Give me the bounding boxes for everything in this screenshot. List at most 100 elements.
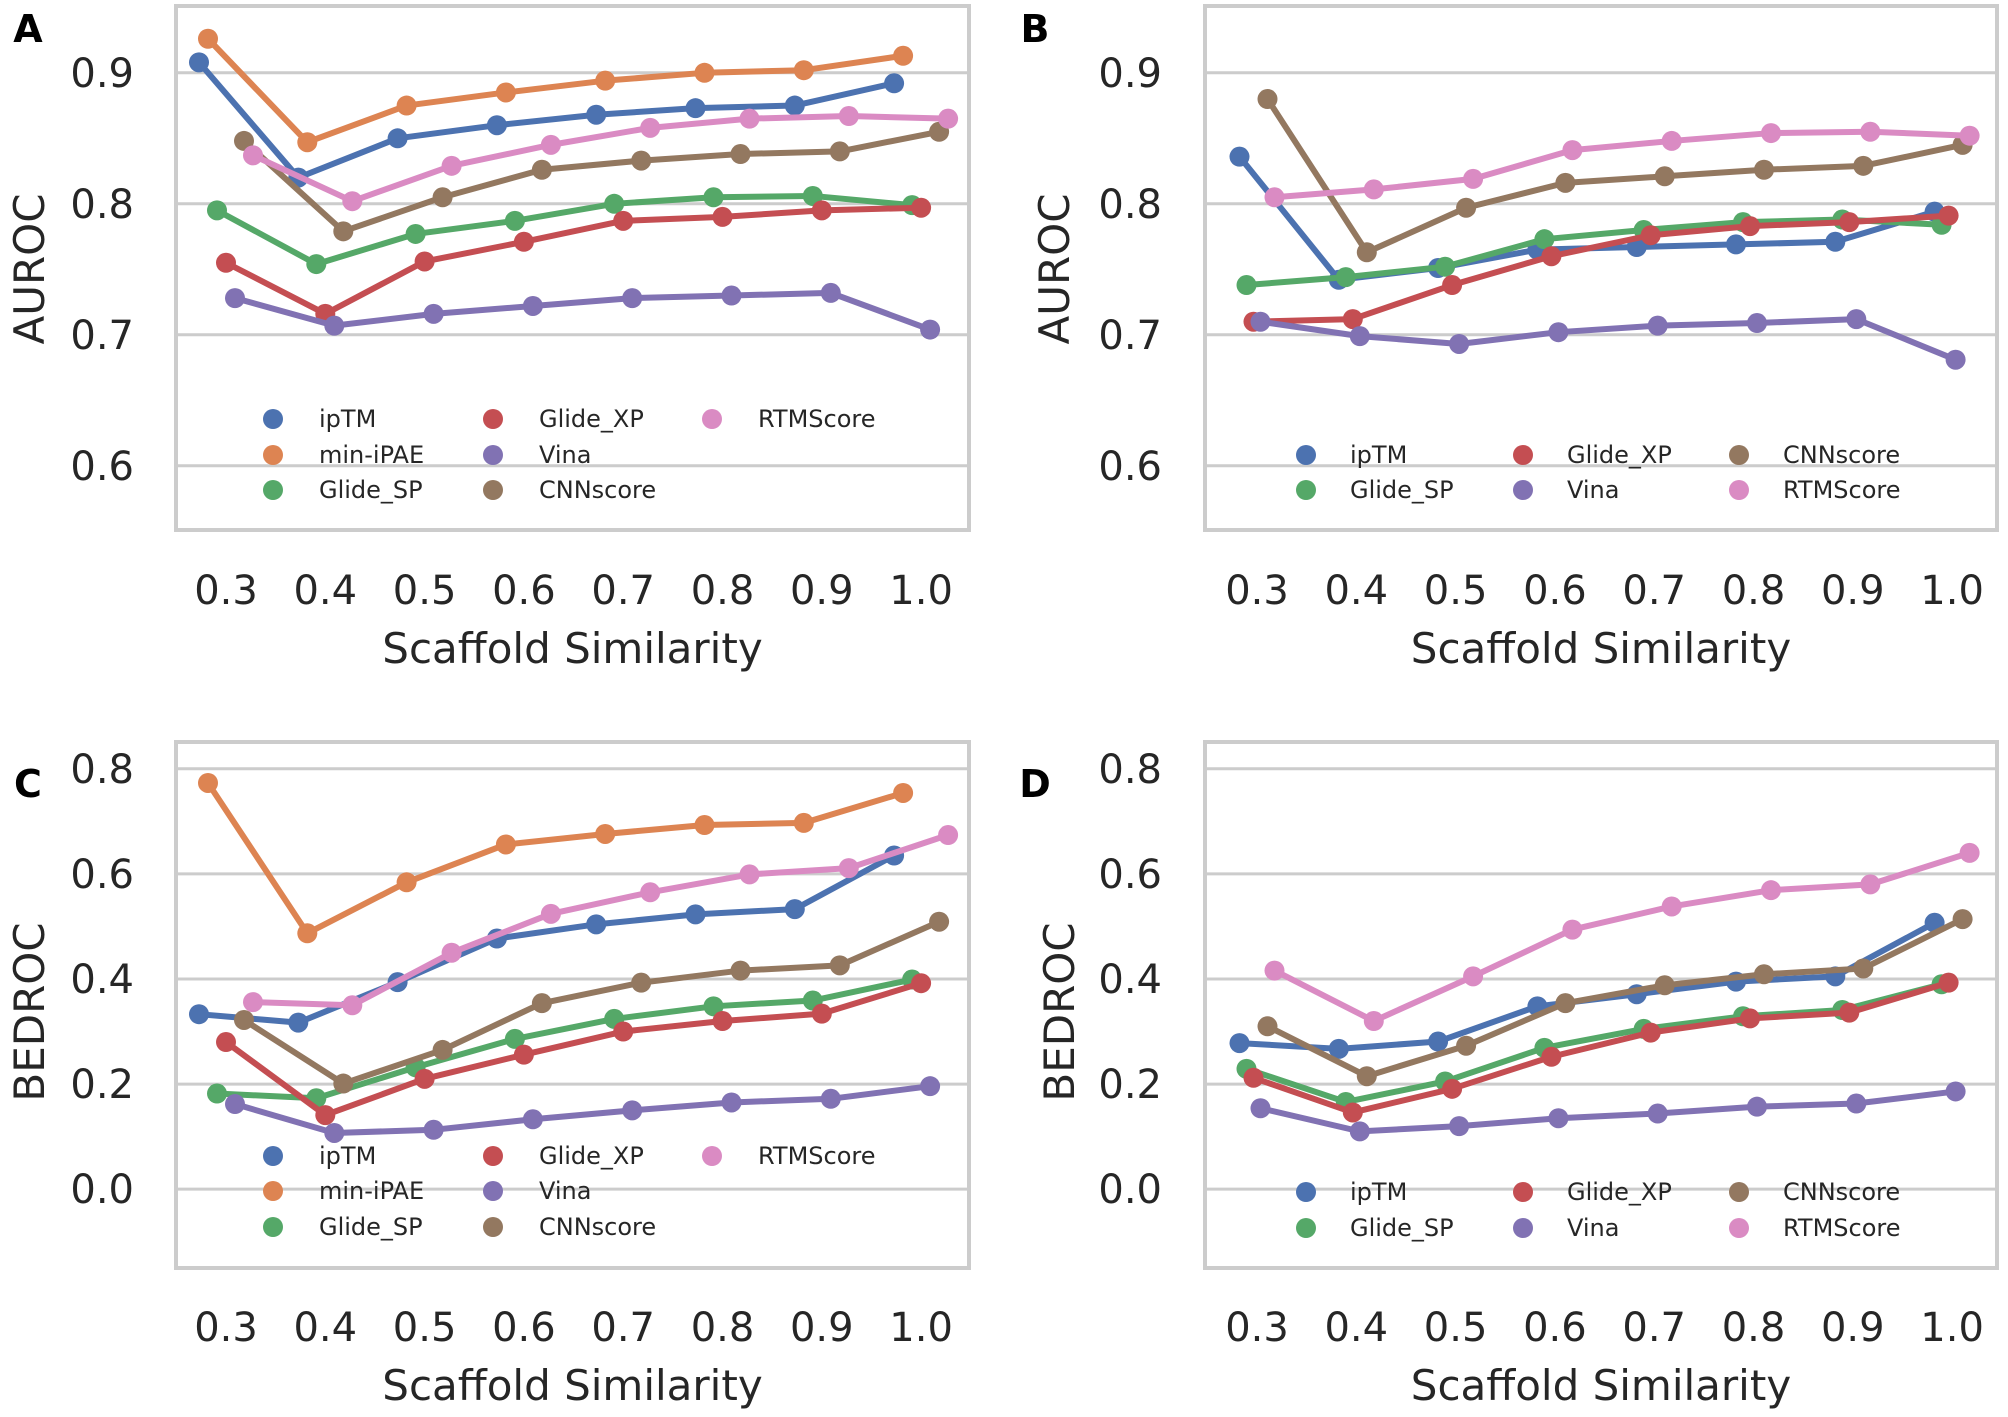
data-point-rtmscore bbox=[1363, 179, 1384, 200]
series-line-min-ipae bbox=[205, 35, 907, 146]
data-point-glide-sp bbox=[1335, 267, 1356, 288]
x-tick-label: 0.7 bbox=[591, 1305, 655, 1351]
legend: ipTM min-iPAE Glide_SP Glide_XP Vina CNNscore… bbox=[263, 405, 876, 504]
data-point-glide-sp bbox=[405, 223, 426, 244]
y-tick-label: 0.4 bbox=[1098, 957, 1162, 1003]
data-point-rtmscore bbox=[1661, 896, 1682, 917]
gridlines bbox=[176, 71, 969, 468]
x-axis-title: Scaffold Similarity bbox=[1411, 624, 1791, 673]
data-point-glide-xp bbox=[414, 251, 435, 272]
data-point-min-ipae bbox=[694, 62, 715, 83]
series-line-min-ipae bbox=[205, 779, 907, 937]
data-point-min-ipae bbox=[694, 815, 715, 836]
series-vina bbox=[225, 1076, 941, 1143]
data-point-min-ipae bbox=[495, 834, 516, 855]
legend-marker bbox=[483, 1217, 503, 1237]
legend-label: Glide_XP bbox=[539, 1142, 644, 1170]
series-cnnscore bbox=[1257, 909, 1973, 1087]
data-point-glide-xp bbox=[1839, 212, 1860, 233]
data-point-cnnscore bbox=[1555, 172, 1576, 193]
legend-label: CNNscore bbox=[539, 1213, 656, 1241]
data-point-rtmscore bbox=[1562, 140, 1583, 161]
series-line-rtmscore bbox=[1271, 128, 1973, 201]
legend-marker bbox=[1296, 1182, 1316, 1202]
data-point-glide-sp bbox=[207, 200, 227, 221]
data-point-rtmscore bbox=[1264, 187, 1285, 208]
data-point-glide-sp bbox=[802, 185, 823, 206]
data-point-min-ipae bbox=[893, 782, 914, 803]
data-point-vina bbox=[622, 288, 643, 309]
data-point-cnnscore bbox=[432, 187, 453, 208]
data-point-cnnscore bbox=[1853, 958, 1874, 979]
series-iptm bbox=[189, 845, 905, 1033]
legend-item-glide-xp: Glide_XP bbox=[1513, 441, 1672, 469]
data-point-iptm bbox=[189, 1004, 209, 1025]
data-point-glide-xp bbox=[1342, 309, 1363, 330]
legend-label: Vina bbox=[539, 1177, 591, 1205]
legend-marker bbox=[1513, 480, 1533, 500]
data-point-min-ipae bbox=[297, 132, 318, 153]
series-line-glide-sp bbox=[1243, 216, 1945, 289]
data-point-cnnscore bbox=[730, 144, 751, 165]
data-point-iptm bbox=[1825, 231, 1846, 252]
data-point-glide-sp bbox=[306, 254, 327, 275]
data-point-cnnscore bbox=[333, 221, 354, 242]
data-point-vina bbox=[324, 1122, 345, 1143]
x-tick-label: 0.4 bbox=[293, 1305, 357, 1351]
data-point-rtmscore bbox=[1761, 123, 1781, 144]
data-point-rtmscore bbox=[938, 825, 959, 846]
series-glide-xp bbox=[216, 973, 932, 1126]
y-tick-label: 0.8 bbox=[1098, 747, 1162, 793]
legend-label: RTMScore bbox=[758, 405, 876, 433]
x-axis-title: Scaffold Similarity bbox=[382, 1361, 762, 1410]
y-tick-label: 0.0 bbox=[1098, 1167, 1162, 1213]
legend-item-glide-sp: Glide_SP bbox=[1296, 476, 1454, 504]
y-axis-title: AUROC bbox=[1030, 193, 1079, 344]
legend-label: CNNscore bbox=[539, 476, 656, 504]
axes-frame bbox=[174, 740, 971, 1270]
data-point-min-ipae bbox=[297, 923, 318, 944]
legend-item-rtmscore: RTMScore bbox=[702, 1142, 876, 1170]
data-point-iptm bbox=[1229, 146, 1250, 167]
data-point-min-ipae bbox=[595, 70, 616, 91]
data-point-min-ipae bbox=[793, 60, 814, 81]
x-tick-label: 0.3 bbox=[194, 1305, 258, 1351]
data-point-iptm bbox=[784, 899, 805, 920]
data-point-vina bbox=[225, 1094, 245, 1115]
data-point-vina bbox=[1747, 313, 1767, 334]
data-point-glide-xp bbox=[513, 231, 534, 252]
data-point-rtmscore bbox=[640, 117, 661, 138]
legend-label: Vina bbox=[539, 441, 591, 469]
data-point-glide-sp bbox=[703, 187, 724, 208]
series-line-iptm bbox=[196, 852, 898, 1026]
series-line-rtmscore bbox=[1271, 849, 1973, 1025]
gridlines bbox=[1205, 767, 1997, 1191]
data-point-vina bbox=[1846, 309, 1867, 330]
y-tick-label: 0.6 bbox=[1098, 852, 1162, 898]
series-vina bbox=[225, 282, 941, 340]
data-point-vina bbox=[1250, 311, 1271, 332]
data-point-glide-xp bbox=[513, 1044, 534, 1065]
data-point-glide-xp bbox=[1839, 1002, 1860, 1023]
data-point-cnnscore bbox=[531, 159, 552, 180]
axes-frame bbox=[1203, 740, 1999, 1270]
data-point-vina bbox=[1647, 1103, 1668, 1124]
data-point-cnnscore bbox=[1654, 975, 1675, 996]
legend-item-min-ipae: min-iPAE bbox=[263, 441, 424, 469]
legend-marker bbox=[1513, 1218, 1533, 1238]
data-point-iptm bbox=[486, 115, 507, 136]
legend-item-glide-sp: Glide_SP bbox=[1296, 1214, 1454, 1242]
series-glide-xp bbox=[1243, 205, 1959, 332]
legend-item-cnnscore: CNNscore bbox=[1729, 441, 1900, 469]
legend-label: CNNscore bbox=[1783, 1178, 1900, 1206]
x-tick-label: 0.7 bbox=[1622, 568, 1686, 614]
legend-marker bbox=[263, 1146, 283, 1166]
series-iptm bbox=[189, 52, 905, 188]
data-point-glide-xp bbox=[1740, 1008, 1760, 1029]
panel-letter: C bbox=[14, 762, 42, 806]
data-point-rtmscore bbox=[1761, 880, 1781, 901]
data-point-glide-sp bbox=[604, 193, 625, 214]
data-point-cnnscore bbox=[1952, 909, 1973, 930]
data-point-rtmscore bbox=[1463, 966, 1484, 987]
